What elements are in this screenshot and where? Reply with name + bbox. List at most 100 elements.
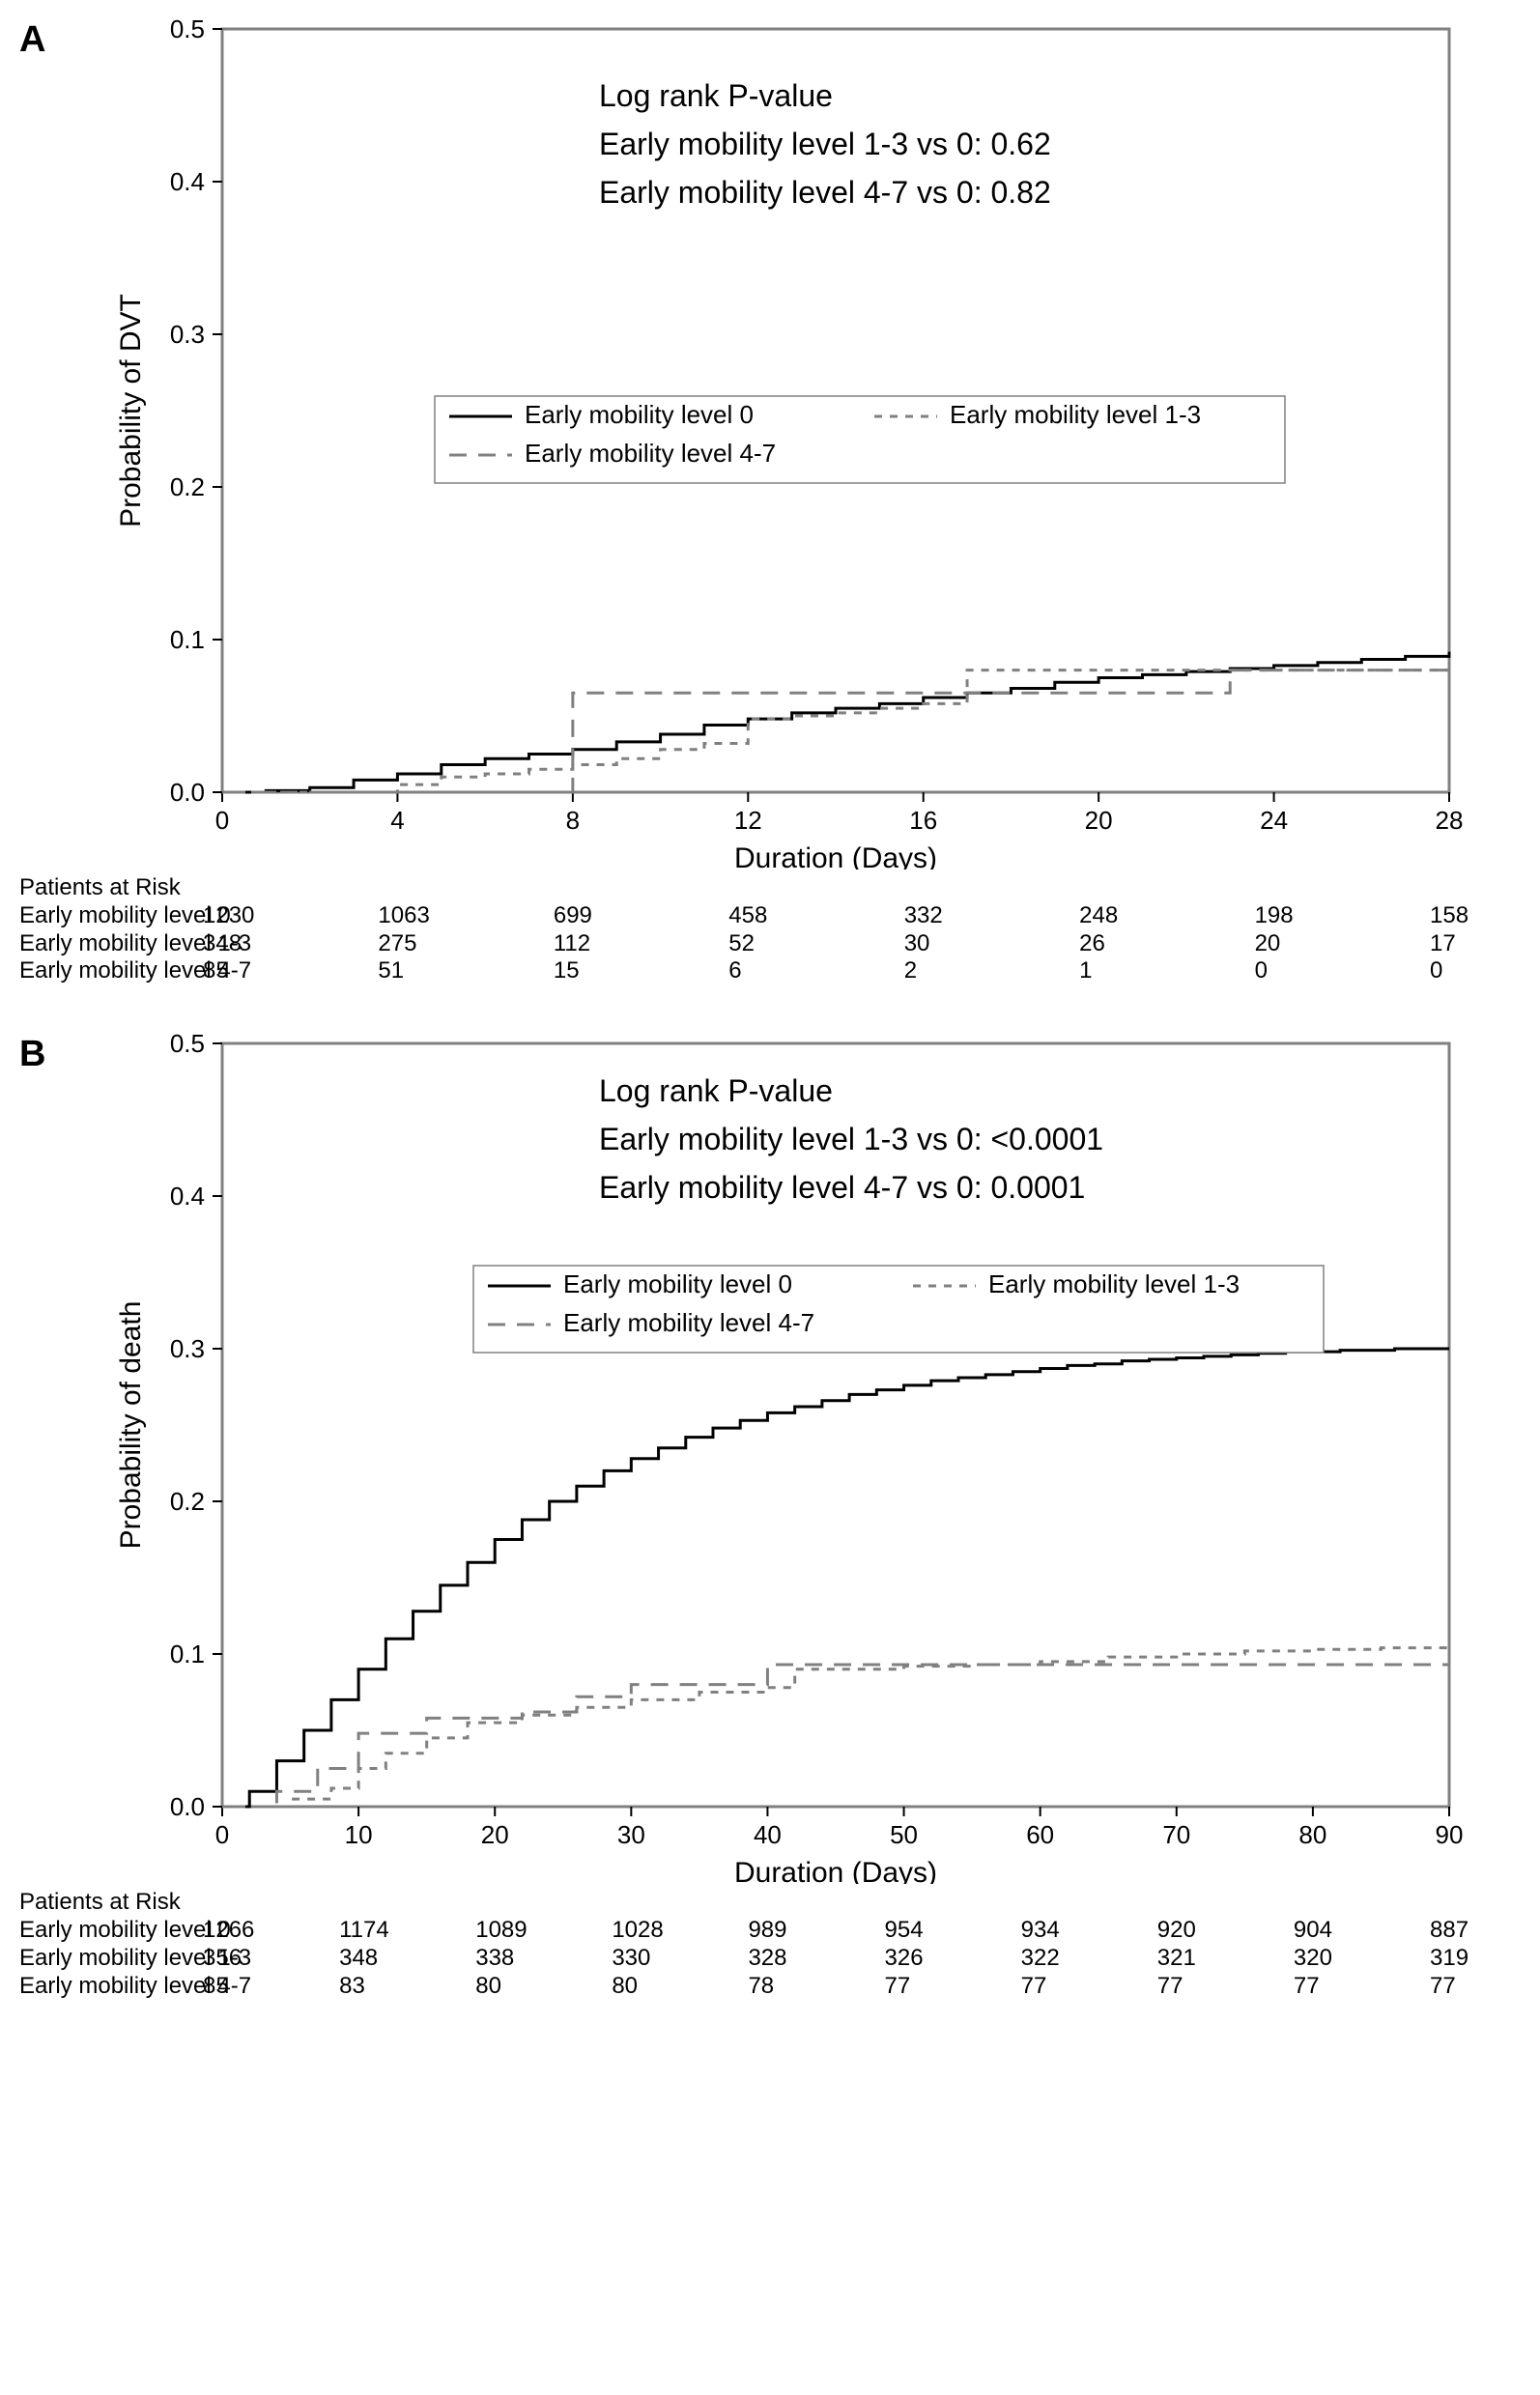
svg-text:Early mobility level 4-7: Early mobility level 4-7 (525, 439, 776, 468)
risk-cell: 330 (612, 1945, 650, 1973)
svg-text:Early mobility level 1-3 vs 0:: Early mobility level 1-3 vs 0: 0.62 (599, 127, 1051, 161)
risk-cell: 322 (1021, 1945, 1060, 1973)
risk-cell: 338 (475, 1945, 514, 1973)
panel-a-svg: 0.00.10.20.30.40.50481216202428Duration … (97, 19, 1469, 870)
svg-text:0.5: 0.5 (170, 19, 205, 43)
svg-text:0.3: 0.3 (170, 320, 205, 349)
svg-text:80: 80 (1298, 1820, 1326, 1849)
svg-text:0: 0 (215, 1820, 229, 1849)
risk-cell: 26 (1079, 930, 1105, 958)
risk-cell: 1266 (203, 1917, 254, 1945)
risk-cell: 328 (748, 1945, 786, 1973)
risk-cell: 319 (1430, 1945, 1469, 1973)
risk-cell: 77 (1157, 1973, 1184, 2001)
risk-cell: 1 (1079, 957, 1092, 985)
risk-row-label: Early mobility level 4-7 (19, 1973, 309, 2001)
risk-cell: 356 (203, 1945, 242, 1973)
risk-cell: 1174 (339, 1917, 389, 1945)
risk-row-label: Early mobility level 1-3 (19, 930, 309, 958)
panel-a: A 0.00.10.20.30.40.50481216202428Duratio… (19, 19, 1521, 985)
risk-row: Early mobility level 1-3348 275 112 52 30 26 2… (19, 930, 1521, 958)
svg-text:90: 90 (1436, 1820, 1464, 1849)
svg-text:0.2: 0.2 (170, 472, 205, 501)
risk-cell: 320 (1294, 1945, 1332, 1973)
svg-text:40: 40 (754, 1820, 782, 1849)
risk-cell: 158 (1430, 902, 1469, 930)
svg-text:30: 30 (617, 1820, 645, 1849)
risk-cell: 85 (203, 957, 229, 985)
svg-text:Probability of DVT: Probability of DVT (115, 294, 147, 527)
risk-cell: 198 (1255, 902, 1294, 930)
risk-cell: 699 (554, 902, 592, 930)
risk-cell: 954 (885, 1917, 924, 1945)
risk-cell: 85 (203, 1973, 229, 2001)
svg-text:0.0: 0.0 (170, 778, 205, 807)
risk-cell: 920 (1157, 1917, 1196, 1945)
risk-row: Early mobility level 4-78583808078777777… (19, 1973, 1521, 2001)
risk-cell: 77 (1021, 1973, 1047, 2001)
risk-row-label: Early mobility level 0 (19, 1917, 309, 1945)
svg-text:Early mobility level 1-3 vs 0:: Early mobility level 1-3 vs 0: <0.0001 (599, 1122, 1103, 1156)
svg-text:60: 60 (1026, 1820, 1054, 1849)
risk-cell: 248 (1079, 902, 1118, 930)
risk-cell: 326 (885, 1945, 924, 1973)
svg-text:24: 24 (1260, 806, 1288, 835)
risk-cell: 1028 (612, 1917, 663, 1945)
risk-header: Patients at Risk (19, 874, 1521, 902)
risk-cell: 17 (1430, 930, 1456, 958)
panel-a-chart-container: 0.00.10.20.30.40.50481216202428Duration … (97, 19, 1521, 874)
risk-cell: 0 (1255, 957, 1268, 985)
svg-text:12: 12 (734, 806, 762, 835)
svg-text:Duration (Days): Duration (Days) (734, 1857, 937, 1884)
panel-a-risk-table: Patients at RiskEarly mobility level 012… (19, 874, 1521, 985)
risk-row: Early mobility level 1-33563483383303283… (19, 1945, 1521, 1973)
risk-cell: 1089 (475, 1917, 527, 1945)
panel-a-label: A (19, 19, 45, 61)
risk-cell: 77 (1430, 1973, 1456, 2001)
svg-text:0.1: 0.1 (170, 625, 205, 654)
svg-text:Early mobility level 0: Early mobility level 0 (525, 400, 754, 429)
svg-text:Early mobility level 4-7 vs 0:: Early mobility level 4-7 vs 0: 0.82 (599, 175, 1051, 210)
svg-text:Duration (Days): Duration (Days) (734, 842, 937, 870)
panel-b-svg: 0.00.10.20.30.40.50102030405060708090Dur… (97, 1034, 1469, 1884)
risk-cell: 30 (904, 930, 930, 958)
risk-cell: 887 (1430, 1917, 1469, 1945)
risk-cell: 6 (728, 957, 741, 985)
svg-text:0.3: 0.3 (170, 1334, 205, 1363)
risk-cell: 20 (1255, 930, 1281, 958)
risk-cell: 275 (378, 930, 416, 958)
risk-cell: 1063 (378, 902, 429, 930)
svg-text:0.2: 0.2 (170, 1487, 205, 1516)
svg-text:16: 16 (909, 806, 937, 835)
risk-cell: 934 (1021, 1917, 1060, 1945)
svg-text:0: 0 (215, 806, 229, 835)
svg-text:Probability of death: Probability of death (115, 1301, 147, 1550)
svg-text:20: 20 (481, 1820, 509, 1849)
svg-text:50: 50 (890, 1820, 918, 1849)
svg-text:Early mobility level 1-3: Early mobility level 1-3 (950, 400, 1201, 429)
svg-text:70: 70 (1162, 1820, 1190, 1849)
risk-row: Early mobility level 4-785511562100 (19, 957, 1521, 985)
risk-header: Patients at Risk (19, 1889, 1521, 1917)
risk-cell: 458 (728, 902, 767, 930)
risk-cell: 112 (554, 930, 590, 958)
risk-cell: 0 (1430, 957, 1442, 985)
risk-cell: 83 (339, 1973, 365, 2001)
risk-cell: 78 (748, 1973, 774, 2001)
risk-row-label: Early mobility level 4-7 (19, 957, 309, 985)
svg-text:0.5: 0.5 (170, 1034, 205, 1058)
svg-text:Early mobility level 4-7: Early mobility level 4-7 (563, 1308, 814, 1337)
risk-cell: 15 (554, 957, 580, 985)
svg-text:4: 4 (390, 806, 404, 835)
svg-text:Early mobility level 0: Early mobility level 0 (563, 1269, 792, 1298)
svg-text:10: 10 (345, 1820, 373, 1849)
svg-text:0.1: 0.1 (170, 1639, 205, 1668)
svg-text:8: 8 (566, 806, 580, 835)
risk-cell: 80 (612, 1973, 638, 2001)
panel-b-label: B (19, 1034, 45, 1075)
risk-cell: 52 (728, 930, 755, 958)
risk-cell: 1230 (203, 902, 254, 930)
panel-b-risk-table: Patients at RiskEarly mobility level 012… (19, 1889, 1521, 2000)
risk-cell: 348 (203, 930, 242, 958)
svg-text:0.0: 0.0 (170, 1792, 205, 1821)
